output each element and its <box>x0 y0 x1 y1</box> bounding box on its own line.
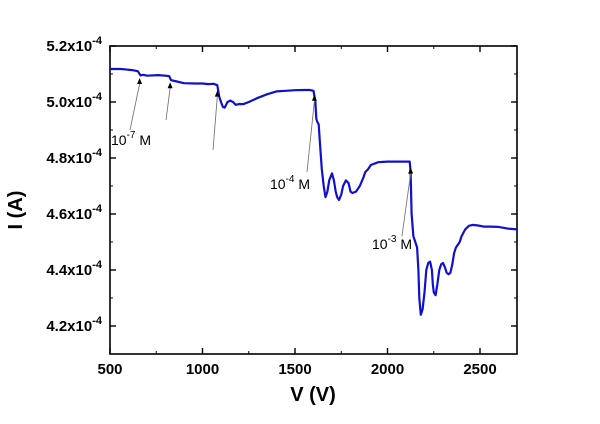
x-tick-label: 500 <box>97 361 122 378</box>
y-tick-label: 5.0x10-4 <box>46 91 103 111</box>
x-tick-label: 1000 <box>186 361 219 378</box>
annotation-arrow-head <box>167 82 173 89</box>
annotation-arrows <box>129 78 414 237</box>
y-tick-label: 5.2x10-4 <box>46 35 103 55</box>
x-axis-title: V (V) <box>290 384 336 406</box>
annotation-arrow <box>212 96 218 151</box>
x-tick-label: 1500 <box>278 361 311 378</box>
annotation-arrow-head <box>408 167 414 174</box>
annotation-1e-3: 10-3 M <box>372 234 412 252</box>
annotation-arrow-head <box>311 94 317 101</box>
plot-frame <box>109 45 518 355</box>
x-tick-label: 2000 <box>371 361 404 378</box>
annotation-arrow-head <box>137 78 143 84</box>
y-tick-label: 4.4x10-4 <box>46 259 103 279</box>
annotation-arrow <box>165 88 171 121</box>
annotation-arrow-head <box>214 90 220 97</box>
annotation-1e-7: 10-7 M <box>111 130 151 148</box>
y-axis: 4.2x10-4 4.4x10-4 4.6x10-4 4.8x10-4 5.0x10-4… <box>46 35 517 355</box>
x-axis: 500 1000 1500 2000 2500 <box>97 46 497 378</box>
annotation-arrow <box>306 100 315 173</box>
annotation-arrow <box>129 83 141 131</box>
annotation-arrow <box>401 173 412 237</box>
y-tick-label: 4.8x10-4 <box>46 147 103 167</box>
x-tick-label: 2500 <box>463 361 496 378</box>
y-tick-label: 4.6x10-4 <box>46 203 103 223</box>
annotation-1e-4: 10-4 M <box>270 174 310 192</box>
y-axis-title: I (A) <box>5 191 27 230</box>
y-tick-label: 4.2x10-4 <box>46 315 103 335</box>
